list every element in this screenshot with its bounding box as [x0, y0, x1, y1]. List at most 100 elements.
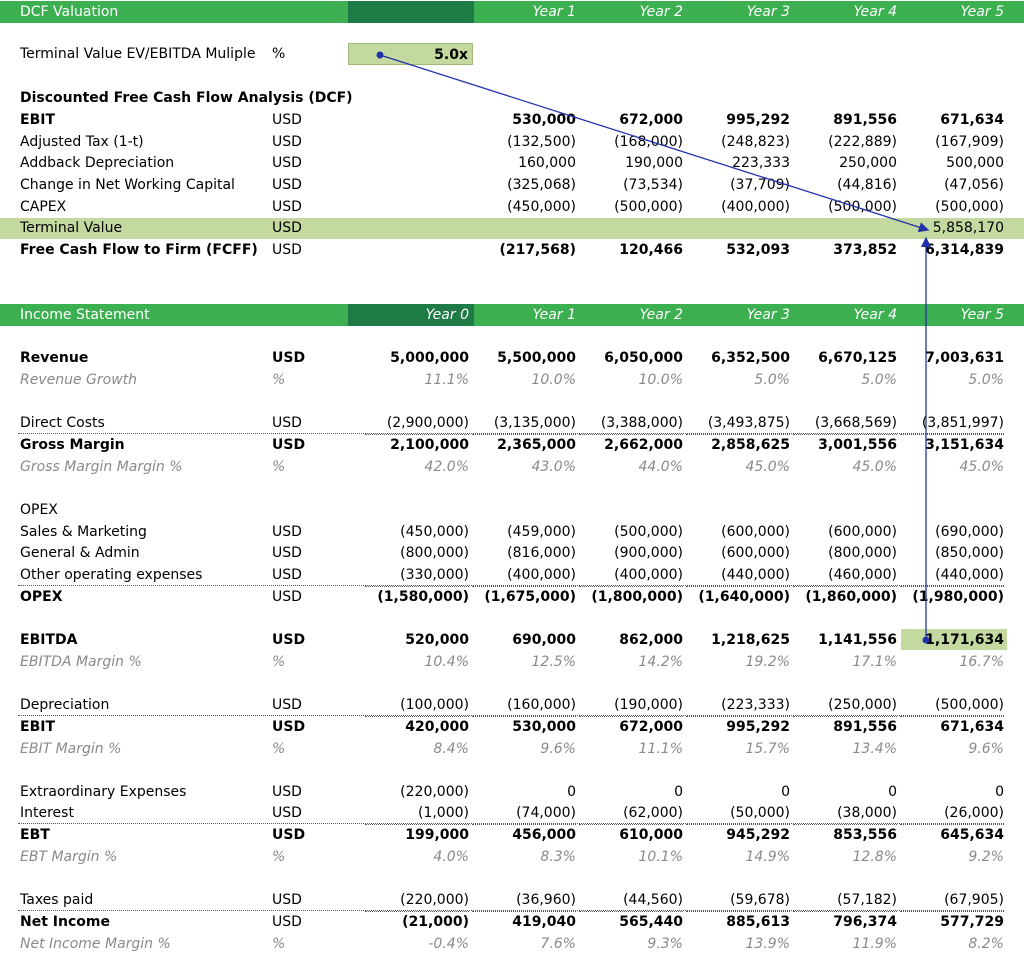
is-row-revenue-value[interactable]: 6,050,000 — [604, 350, 683, 366]
is-row-ebt-value[interactable]: 945,292 — [726, 827, 790, 843]
is-row-ebit-margin-value[interactable]: 9.6% — [540, 741, 576, 757]
is-row-general-admin-value[interactable]: (800,000) — [400, 545, 469, 561]
is-row-ebitda-margin-value[interactable]: 14.2% — [638, 654, 683, 670]
is-row-net-income-value[interactable]: 565,440 — [619, 914, 683, 930]
is-row-taxes-paid-value[interactable]: (59,678) — [686, 890, 790, 912]
is-row-ebitda-value[interactable]: 690,000 — [512, 632, 576, 648]
is-row-ebitda-margin-value[interactable]: 10.4% — [424, 654, 469, 670]
is-row-gross-margin-value[interactable]: 2,100,000 — [390, 437, 469, 453]
is-row-taxes-paid-value[interactable]: (44,560) — [579, 890, 683, 912]
is-row-gross-margin-margin-value[interactable]: 42.0% — [424, 459, 469, 475]
is-row-net-income-margin-value[interactable]: 13.9% — [745, 936, 790, 952]
is-row-revenue-growth-value[interactable]: 5.0% — [754, 372, 790, 388]
is-row-net-income-margin-value[interactable]: 8.2% — [968, 936, 1004, 952]
dcf-row-ebit-value[interactable]: 891,556 — [833, 112, 897, 128]
is-row-interest-value[interactable]: (74,000) — [472, 803, 576, 825]
is-row-ebitda-margin-value[interactable]: 12.5% — [531, 654, 576, 670]
dcf-row-change-in-net-working-capital-value[interactable]: (73,534) — [623, 177, 683, 193]
is-row-ebt-margin-value[interactable]: 9.2% — [968, 849, 1004, 865]
is-row-revenue-growth-value[interactable]: 5.0% — [968, 372, 1004, 388]
is-row-extraordinary-expenses-value[interactable]: 0 — [781, 784, 790, 800]
is-row-ebit-value[interactable]: 530,000 — [512, 719, 576, 735]
is-row-extraordinary-expenses-value[interactable]: 0 — [567, 784, 576, 800]
dcf-row-change-in-net-working-capital-value[interactable]: (47,056) — [944, 177, 1004, 193]
is-row-revenue-value[interactable]: 7,003,631 — [925, 350, 1004, 366]
is-row-ebitda-margin-value[interactable]: 16.7% — [959, 654, 1004, 670]
is-row-ebit-value[interactable]: 420,000 — [405, 719, 469, 735]
is-row-depreciation-value[interactable]: (190,000) — [579, 695, 683, 717]
is-row-net-income-margin-value[interactable]: 11.9% — [852, 936, 897, 952]
is-row-gross-margin-margin-value[interactable]: 45.0% — [959, 459, 1004, 475]
dcf-row-free-cash-flow-to-firm-fcff-value[interactable]: 532,093 — [726, 242, 790, 258]
is-row-opex-value[interactable]: (1,980,000) — [912, 589, 1004, 605]
dcf-row-ebit-value[interactable]: 671,634 — [940, 112, 1004, 128]
is-row-ebitda-value[interactable]: 520,000 — [405, 632, 469, 648]
is-row-ebt-margin-value[interactable]: 14.9% — [745, 849, 790, 865]
is-row-opex-value[interactable]: (1,860,000) — [805, 589, 897, 605]
is-row-revenue-value[interactable]: 6,352,500 — [711, 350, 790, 366]
dcf-row-free-cash-flow-to-firm-fcff-value[interactable]: 373,852 — [833, 242, 897, 258]
is-row-ebit-margin-value[interactable]: 9.6% — [968, 741, 1004, 757]
is-row-ebit-value[interactable]: 891,556 — [833, 719, 897, 735]
is-row-ebitda-value[interactable]: 1,171,634 — [925, 632, 1004, 648]
tv-multiple-input[interactable]: 5.0x — [348, 43, 473, 65]
is-row-sales-marketing-value[interactable]: (690,000) — [935, 524, 1004, 540]
is-row-direct-costs-value[interactable]: (3,388,000) — [579, 413, 683, 435]
is-row-ebt-margin-value[interactable]: 8.3% — [540, 849, 576, 865]
is-row-direct-costs-value[interactable]: (3,668,569) — [793, 413, 897, 435]
is-row-opex-value[interactable]: (1,580,000) — [377, 589, 469, 605]
is-row-depreciation-value[interactable]: (250,000) — [793, 695, 897, 717]
is-row-interest-value[interactable]: (26,000) — [900, 803, 1004, 825]
is-row-ebt-value[interactable]: 456,000 — [512, 827, 576, 843]
is-row-gross-margin-value[interactable]: 3,001,556 — [818, 437, 897, 453]
dcf-row-free-cash-flow-to-firm-fcff-value[interactable]: 120,466 — [619, 242, 683, 258]
is-row-extraordinary-expenses-value[interactable]: 0 — [888, 784, 897, 800]
is-row-opex-value[interactable]: (1,800,000) — [591, 589, 683, 605]
is-row-gross-margin-value[interactable]: 2,365,000 — [497, 437, 576, 453]
is-row-depreciation-value[interactable]: (223,333) — [686, 695, 790, 717]
is-row-ebitda-margin-value[interactable]: 19.2% — [745, 654, 790, 670]
is-row-ebt-margin-value[interactable]: 12.8% — [852, 849, 897, 865]
dcf-row-addback-depreciation-value[interactable]: 223,333 — [732, 155, 790, 171]
is-row-sales-marketing-value[interactable]: (600,000) — [828, 524, 897, 540]
is-row-gross-margin-margin-value[interactable]: 44.0% — [638, 459, 683, 475]
is-row-revenue-value[interactable]: 6,670,125 — [818, 350, 897, 366]
is-row-general-admin-value[interactable]: (816,000) — [507, 545, 576, 561]
dcf-row-adjusted-tax-1-t-value[interactable]: (222,889) — [828, 134, 897, 150]
is-row-net-income-margin-value[interactable]: 7.6% — [540, 936, 576, 952]
is-row-other-operating-expenses-value[interactable]: (440,000) — [686, 565, 790, 587]
dcf-row-ebit-value[interactable]: 530,000 — [512, 112, 576, 128]
is-row-taxes-paid-value[interactable]: (57,182) — [793, 890, 897, 912]
is-row-other-operating-expenses-value[interactable]: (440,000) — [900, 565, 1004, 587]
is-row-ebt-margin-value[interactable]: 10.1% — [638, 849, 683, 865]
dcf-row-capex-value[interactable]: (400,000) — [721, 199, 790, 215]
is-row-sales-marketing-value[interactable]: (500,000) — [614, 524, 683, 540]
dcf-row-addback-depreciation-value[interactable]: 160,000 — [518, 155, 576, 171]
is-row-extraordinary-expenses-value[interactable]: 0 — [995, 784, 1004, 800]
dcf-row-free-cash-flow-to-firm-fcff-value[interactable]: 6,314,839 — [925, 242, 1004, 258]
is-row-ebitda-value[interactable]: 862,000 — [619, 632, 683, 648]
is-row-other-operating-expenses-value[interactable]: (400,000) — [579, 565, 683, 587]
is-row-ebit-margin-value[interactable]: 11.1% — [638, 741, 683, 757]
is-row-sales-marketing-value[interactable]: (459,000) — [507, 524, 576, 540]
is-row-taxes-paid-value[interactable]: (36,960) — [472, 890, 576, 912]
is-row-net-income-margin-value[interactable]: 9.3% — [647, 936, 683, 952]
is-row-opex-value[interactable]: (1,640,000) — [698, 589, 790, 605]
dcf-row-ebit-value[interactable]: 995,292 — [726, 112, 790, 128]
is-row-gross-margin-value[interactable]: 2,858,625 — [711, 437, 790, 453]
is-row-ebit-margin-value[interactable]: 13.4% — [852, 741, 897, 757]
is-row-ebit-margin-value[interactable]: 15.7% — [745, 741, 790, 757]
is-row-ebit-value[interactable]: 671,634 — [940, 719, 1004, 735]
is-row-general-admin-value[interactable]: (800,000) — [828, 545, 897, 561]
is-row-net-income-value[interactable]: (21,000) — [402, 914, 469, 930]
is-row-depreciation-value[interactable]: (100,000) — [365, 695, 469, 717]
is-row-revenue-growth-value[interactable]: 5.0% — [861, 372, 897, 388]
is-row-gross-margin-margin-value[interactable]: 45.0% — [852, 459, 897, 475]
is-row-gross-margin-value[interactable]: 3,151,634 — [925, 437, 1004, 453]
is-row-ebt-value[interactable]: 645,634 — [940, 827, 1004, 843]
dcf-row-capex-value[interactable]: (450,000) — [507, 199, 576, 215]
is-row-sales-marketing-value[interactable]: (600,000) — [721, 524, 790, 540]
is-row-gross-margin-margin-value[interactable]: 45.0% — [745, 459, 790, 475]
is-row-interest-value[interactable]: (62,000) — [579, 803, 683, 825]
is-row-ebt-value[interactable]: 610,000 — [619, 827, 683, 843]
